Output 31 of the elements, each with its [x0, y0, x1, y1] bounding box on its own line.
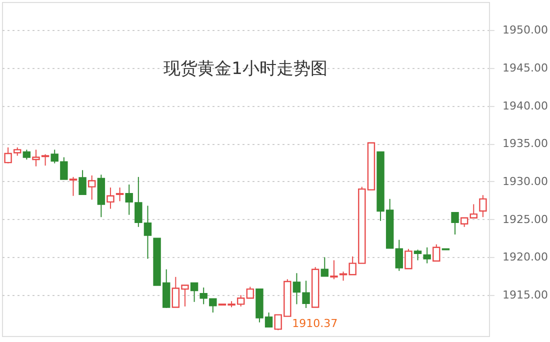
- y-tick-label: 1925.00: [502, 212, 548, 226]
- candlestick: [190, 282, 198, 302]
- y-tick-label: 1935.00: [502, 137, 548, 150]
- candlestick: [404, 248, 412, 270]
- candlestick: [106, 187, 114, 210]
- candlestick: [414, 249, 422, 261]
- y-tick-label: 1940.00: [502, 99, 548, 112]
- text: 现货黄金1小时走势图: [164, 59, 328, 79]
- y-tick-label: 1915.00: [502, 288, 548, 302]
- candlestick: [246, 286, 254, 299]
- candlestick: [460, 217, 468, 228]
- annotation: 1910.37: [292, 317, 338, 330]
- candlestick: [470, 204, 478, 218]
- candlestick: [200, 287, 208, 305]
- candlestick: [320, 256, 329, 277]
- candlestick: [451, 212, 459, 236]
- candlestick: [88, 174, 96, 200]
- candlestick: [78, 170, 86, 195]
- candlestick: [330, 260, 338, 280]
- candlestick: [423, 246, 431, 264]
- y-tick-label: 1930.00: [502, 174, 548, 188]
- candlestick: [432, 244, 440, 262]
- y-tick-label: 1950.00: [502, 24, 548, 37]
- candlestick: [116, 187, 124, 202]
- candlestick: [69, 176, 78, 196]
- y-tick-label: 1920.00: [502, 250, 548, 264]
- candlestick: [479, 194, 487, 218]
- candlestick: [209, 298, 217, 314]
- candlestick: [395, 239, 403, 272]
- candlestick: [22, 149, 31, 160]
- y-tick-label: 1945.00: [502, 61, 548, 74]
